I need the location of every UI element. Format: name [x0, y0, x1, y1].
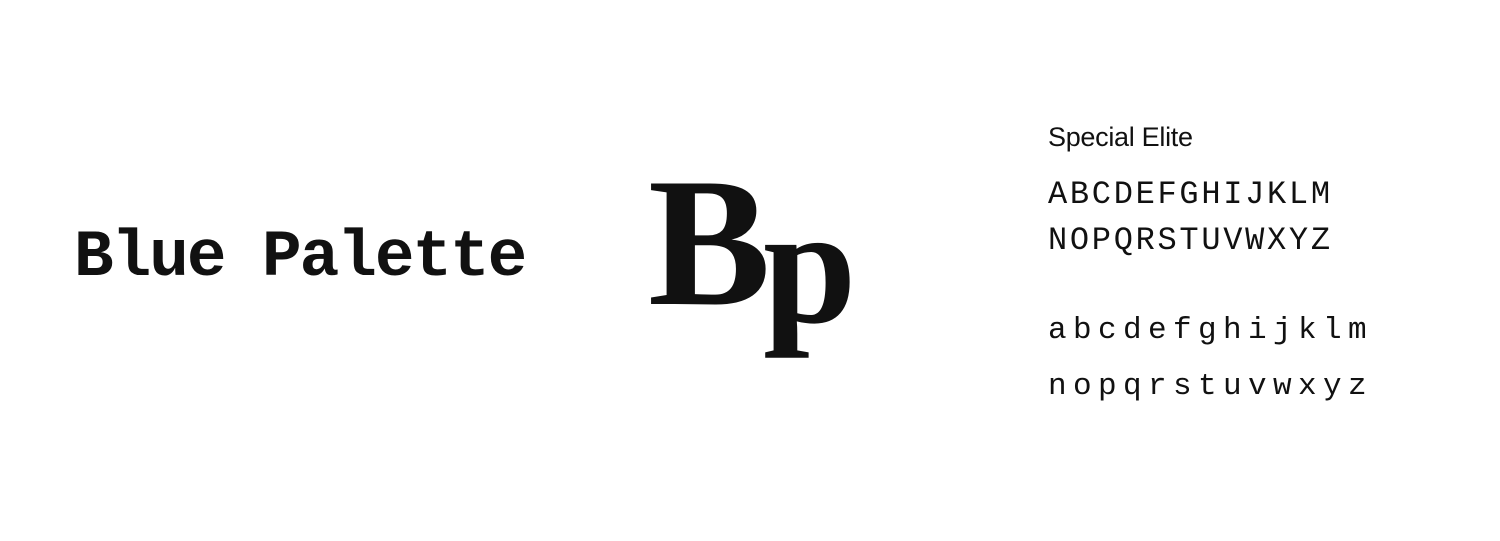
lowercase-row-2: nopqrstuvwxyz [1048, 369, 1374, 404]
font-name-label: Special Elite [1048, 122, 1193, 152]
lowercase-row-1: abcdefghijklm [1048, 313, 1374, 348]
monogram: B p [648, 150, 878, 360]
uppercase-row-2: NOPQRSTUVWXYZ [1048, 222, 1333, 259]
sample-name-text: Blue Palette [74, 220, 527, 295]
font-specimen: Special Elite ABCDEFGHIJKLM NOPQRSTUVWXY… [1048, 118, 1488, 420]
specimen-spacer [1048, 264, 1488, 308]
uppercase-row-1: ABCDEFGHIJKLM [1048, 176, 1333, 213]
monogram-uppercase-letter: B [648, 140, 771, 344]
monogram-lowercase-letter: p [763, 173, 857, 359]
